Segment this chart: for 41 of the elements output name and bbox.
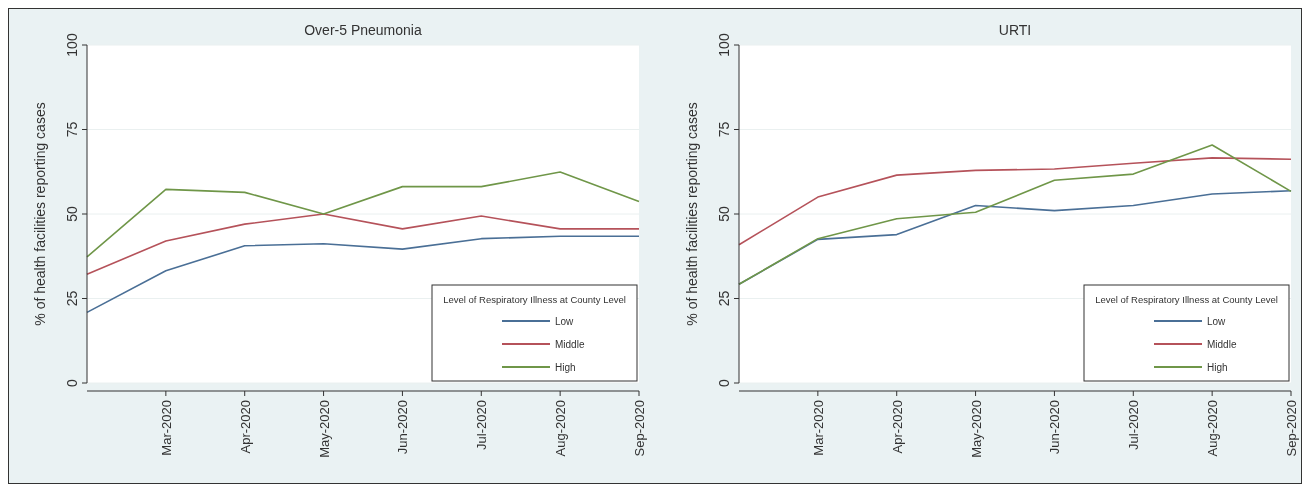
x-tick-label: Jul-2020 — [1126, 400, 1142, 450]
legend-title: Level of Respiratory Illness at County Level — [443, 294, 626, 305]
y-tick-label: 0 — [716, 378, 732, 387]
x-tick-label: Jul-2020 — [474, 400, 490, 450]
x-tick-label: May-2020 — [316, 400, 332, 458]
chart-title: URTI — [998, 22, 1032, 38]
legend-label: Low — [1207, 316, 1227, 327]
y-tick-label: 75 — [64, 121, 80, 138]
legend-label: High — [1207, 362, 1228, 373]
line-series — [86, 213, 640, 275]
y-axis-title: % of health facilities reporting cases — [32, 102, 48, 326]
legend-label: High — [555, 362, 576, 373]
y-tick-label: 75 — [716, 121, 732, 138]
line-series — [86, 235, 640, 314]
legend-title: Level of Respiratory Illness at County Level — [1095, 294, 1278, 305]
line-series — [738, 157, 1292, 246]
legend-label: Middle — [1207, 339, 1237, 350]
y-tick-label: 50 — [64, 206, 80, 222]
x-tick-label: Apr-2020 — [237, 400, 253, 454]
x-tick-label: Sep-2020 — [1284, 400, 1299, 457]
legend-label: Low — [555, 316, 575, 327]
x-tick-label: May-2020 — [968, 400, 984, 458]
x-tick-label: Sep-2020 — [632, 400, 647, 457]
x-tick-label: Apr-2020 — [889, 400, 905, 454]
y-tick-label: 25 — [64, 290, 80, 307]
chart-title: Over-5 Pneumonia — [304, 22, 422, 38]
x-tick-label: Jun-2020 — [395, 400, 411, 455]
line-series — [86, 171, 640, 258]
y-tick-label: 0 — [64, 378, 80, 387]
line-series — [738, 144, 1292, 286]
legend-label: Middle — [555, 339, 585, 350]
y-tick-label: 50 — [716, 206, 732, 222]
y-tick-label: 100 — [716, 33, 732, 57]
x-tick-label: Mar-2020 — [158, 400, 174, 456]
y-axis-title: % of health facilities reporting cases — [684, 102, 700, 326]
y-tick-label: 25 — [716, 290, 732, 307]
x-tick-label: Mar-2020 — [810, 400, 826, 456]
y-tick-label: 100 — [64, 33, 80, 57]
x-tick-label: Jun-2020 — [1047, 400, 1063, 455]
x-tick-label: Aug-2020 — [553, 400, 569, 457]
x-tick-label: Aug-2020 — [1205, 400, 1221, 457]
